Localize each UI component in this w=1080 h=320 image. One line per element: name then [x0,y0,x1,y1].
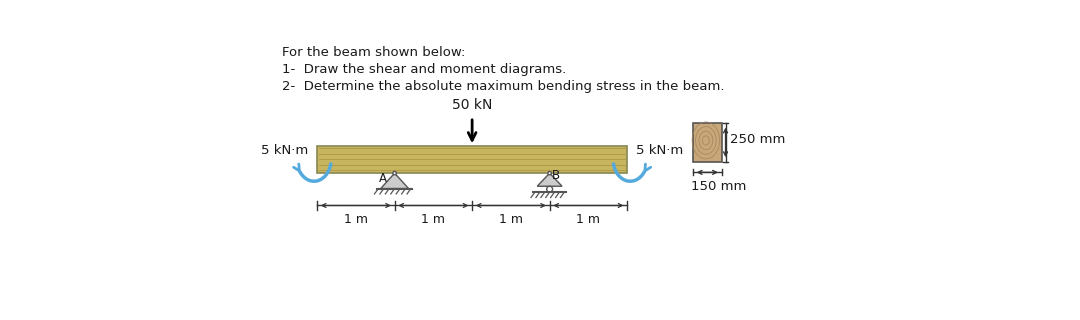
Text: 5 kN·m: 5 kN·m [636,144,684,157]
Text: 2-  Determine the absolute maximum bending stress in the beam.: 2- Determine the absolute maximum bendin… [282,80,725,93]
Circle shape [393,172,396,175]
Text: 5 kN·m: 5 kN·m [261,144,308,157]
Text: A: A [379,172,387,186]
Text: For the beam shown below:: For the beam shown below: [282,46,465,59]
Text: 1-  Draw the shear and moment diagrams.: 1- Draw the shear and moment diagrams. [282,63,567,76]
Text: 1 m: 1 m [421,213,445,226]
Bar [318,146,627,173]
Bar [693,123,721,162]
Text: B: B [552,169,561,182]
Polygon shape [380,173,408,188]
Text: 50 kN: 50 kN [451,98,492,112]
Circle shape [546,186,553,192]
Polygon shape [537,173,562,186]
Text: 1 m: 1 m [577,213,600,226]
Text: 1 m: 1 m [343,213,368,226]
Circle shape [548,172,551,175]
Text: 250 mm: 250 mm [730,133,785,146]
Text: 150 mm: 150 mm [691,180,747,193]
Text: 1 m: 1 m [499,213,523,226]
